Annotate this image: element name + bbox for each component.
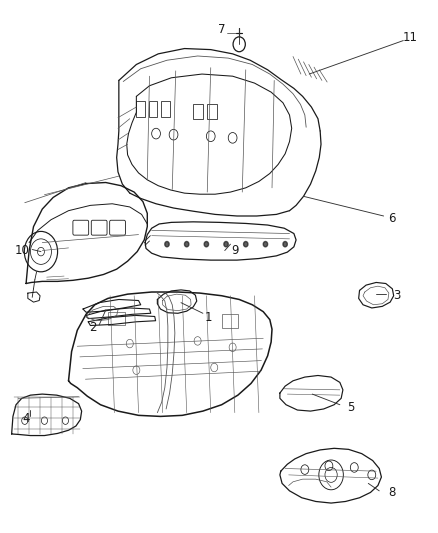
- Bar: [207, 104, 216, 119]
- Bar: [221, 314, 238, 328]
- Circle shape: [263, 241, 267, 247]
- Text: 11: 11: [402, 31, 417, 44]
- Text: 1: 1: [205, 311, 212, 324]
- Circle shape: [223, 241, 228, 247]
- Circle shape: [243, 241, 247, 247]
- Text: 2: 2: [88, 321, 96, 334]
- Circle shape: [184, 241, 188, 247]
- Text: 8: 8: [388, 486, 395, 499]
- Text: 5: 5: [346, 401, 353, 414]
- Bar: [136, 101, 145, 117]
- Text: 4: 4: [22, 411, 30, 424]
- Text: 3: 3: [392, 289, 399, 302]
- Text: 6: 6: [388, 212, 395, 225]
- Text: 9: 9: [230, 244, 238, 257]
- Bar: [108, 312, 124, 325]
- Bar: [160, 101, 169, 117]
- Bar: [148, 101, 157, 117]
- Circle shape: [204, 241, 208, 247]
- Circle shape: [283, 241, 287, 247]
- Text: 7: 7: [217, 23, 225, 36]
- Text: 10: 10: [14, 244, 29, 257]
- Bar: [193, 104, 202, 119]
- Circle shape: [164, 241, 169, 247]
